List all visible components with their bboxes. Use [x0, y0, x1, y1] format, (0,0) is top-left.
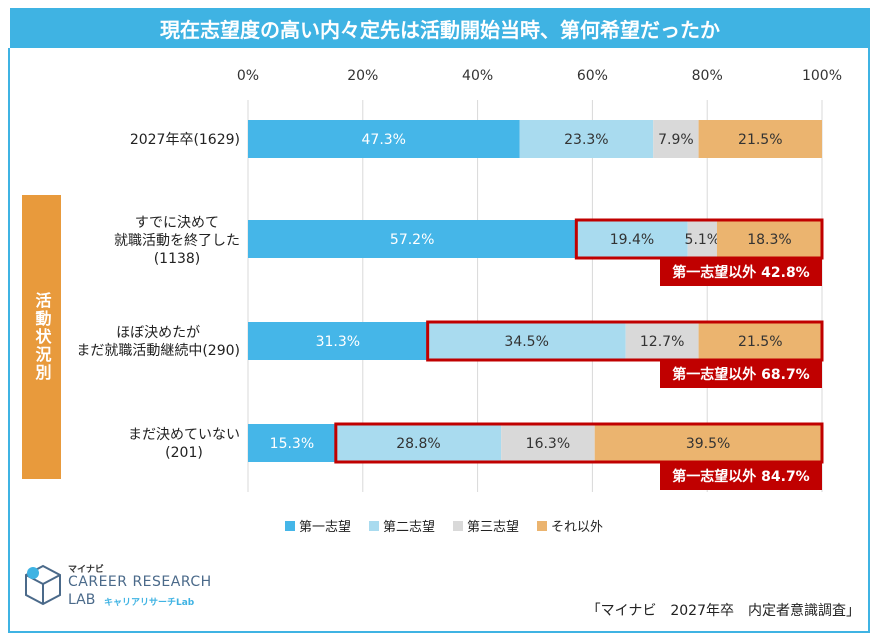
row-label-undecided: まだ決めていない (201) [128, 426, 240, 462]
legend-label: 第一志望 [299, 520, 352, 535]
data-label: 7.9% [658, 132, 694, 148]
bar-segment [653, 120, 699, 158]
data-label: 39.5% [686, 436, 730, 452]
data-label: 12.7% [640, 334, 684, 350]
bar-segment [576, 220, 688, 258]
source-note: 「マイナビ 2027年卒 内定者意識調査」 [586, 603, 860, 619]
bar-segment [248, 322, 428, 360]
x-tick-label: 100% [802, 68, 842, 84]
legend-label: 第三志望 [467, 520, 520, 535]
row-label-continuing: ほぼ決めたが まだ就職活動継続中(290) [76, 324, 240, 360]
bar-segment [519, 120, 654, 158]
highlight-callout [660, 258, 822, 286]
row-label-line: 2027年卒(1629) [129, 132, 240, 148]
row-label-line: (201) [165, 445, 203, 461]
data-label: 18.3% [747, 232, 791, 248]
chart-frame [8, 48, 870, 633]
x-tick-label: 80% [692, 68, 723, 84]
logo-japanese-text: キャリアリサーチLab [104, 598, 195, 608]
highlight-callout [660, 462, 822, 490]
row-label-line: 就職活動を終了した [114, 233, 240, 249]
legend-label: それ以外 [551, 520, 604, 535]
legend-item-third-choice: 第三志望 [453, 516, 519, 535]
x-tick-label: 0% [237, 68, 259, 84]
row-label-all: 2027年卒(1629) [130, 131, 240, 149]
highlight-callout [660, 360, 822, 388]
data-label: 28.8% [396, 436, 440, 452]
data-label: 47.3% [362, 132, 406, 148]
row-label-line: (1138) [153, 251, 201, 267]
highlight-callout-label: 第一志望以外 84.7% [672, 468, 809, 485]
data-label: 34.5% [504, 334, 548, 350]
data-label: 15.3% [270, 436, 314, 452]
data-label: 5.1% [685, 232, 721, 248]
data-label: 31.3% [316, 334, 360, 350]
row-label-finished: すでに決めて 就職活動を終了した (1138) [114, 214, 240, 268]
bar-segment [594, 424, 822, 462]
legend-label: 第二志望 [383, 520, 436, 535]
legend-item-other: それ以外 [537, 516, 603, 535]
logo-cube-icon [25, 564, 61, 606]
logo-brand-text: マイナビ [68, 565, 104, 575]
x-tick-label: 40% [462, 68, 493, 84]
row-label-line: すでに決めて [134, 215, 220, 231]
legend-swatch [453, 520, 464, 531]
highlight-callout-label: 第一志望以外 68.7% [672, 366, 809, 383]
data-label: 21.5% [738, 334, 782, 350]
row-label-line: ほぼ決めたが [116, 325, 201, 341]
data-label: 23.3% [564, 132, 608, 148]
chart-legend: 第一志望 第二志望 第三志望 それ以外 [285, 516, 603, 535]
bar-segment [625, 322, 699, 360]
row-label-line: まだ決めていない [128, 427, 240, 443]
legend-swatch [369, 520, 380, 531]
bar-segment [501, 424, 595, 462]
bar-segment [716, 220, 822, 258]
highlight-box [334, 422, 824, 464]
data-label: 19.4% [610, 232, 654, 248]
legend-item-second-choice: 第二志望 [369, 516, 435, 535]
bar-segment [335, 424, 502, 462]
bar-segment [698, 322, 822, 360]
highlight-callout-label: 第一志望以外 42.8% [672, 264, 809, 281]
bar-segment [698, 120, 822, 158]
chart-title: 現在志望度の高い内々定先は活動開始当時、第何希望だったか [10, 8, 870, 48]
bar-segment [687, 220, 717, 258]
legend-item-first-choice: 第一志望 [285, 516, 351, 535]
legend-swatch [537, 520, 548, 531]
logo-main-text: CAREER RESEARCH [68, 574, 212, 590]
data-label: 21.5% [738, 132, 782, 148]
bar-segment [248, 424, 336, 462]
bar-segment [248, 120, 520, 158]
side-category-label: 活動状況別 [22, 195, 61, 479]
legend-swatch [285, 520, 295, 531]
x-tick-label: 20% [347, 68, 378, 84]
row-label-line: まだ就職活動継続中(290) [76, 343, 240, 359]
x-tick-label: 60% [577, 68, 608, 84]
career-research-lab-logo: マイナビ CAREER RESEARCH LAB キャリアリサーチLab [22, 562, 212, 622]
bar-segment [248, 220, 577, 258]
bar-segment [427, 322, 626, 360]
data-label: 57.2% [390, 232, 434, 248]
data-label: 16.3% [526, 436, 570, 452]
logo-sub-text: LAB [68, 592, 96, 608]
highlight-box [426, 320, 824, 362]
